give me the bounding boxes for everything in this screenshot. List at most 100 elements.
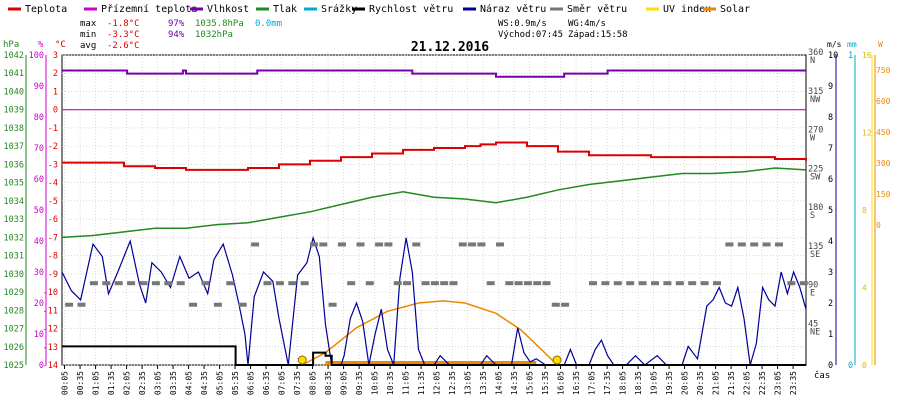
x-axis-ticks: 00:05 00:35 01:05 01:35 02:05 02:35 03:05 03:35…: [61, 365, 830, 395]
wind-dir-mark-25: [356, 242, 365, 247]
hpa-tick-3: 1039: [4, 106, 24, 116]
solar-tick-8: 300: [876, 159, 891, 168]
x-tick-label-22: 11:05: [402, 371, 411, 395]
temp-tick-1: 2: [53, 69, 58, 79]
wind-dir-mark-57: [700, 281, 709, 286]
dir-label-0: N: [810, 56, 815, 66]
pct-tick-10: 0: [39, 361, 44, 371]
x-tick-label-25: 12:35: [448, 371, 457, 395]
wind-dir-mark-21: [319, 242, 328, 247]
dir-tick-4: 180: [808, 203, 823, 213]
temp-tick-14: -11: [43, 306, 58, 316]
wind-dir-mark-0: [65, 302, 74, 307]
uv-tick-4: 0: [862, 361, 867, 370]
stat-min-hum: 94%: [168, 30, 185, 40]
wind-dir-mark-24: [347, 281, 356, 286]
ms-tick-3: 7: [828, 144, 833, 154]
mm-axis-title: mm: [847, 40, 857, 49]
wind-dir-mark-52: [638, 281, 647, 286]
sun-marker-0: [297, 355, 307, 365]
hpa-tick-8: 1034: [4, 197, 24, 207]
hpa-tick-16: 1026: [4, 343, 24, 353]
wind-dir-mark-6: [139, 281, 148, 286]
wind-dir-mark-12: [213, 302, 222, 307]
x-tick-label-46: 23:05: [774, 371, 783, 395]
wind-dir-mark-36: [458, 242, 467, 247]
x-tick-label-17: 08:35: [324, 371, 333, 395]
wind-dir-mark-45: [542, 281, 551, 286]
wind-dir-mark-31: [412, 242, 421, 247]
wind-dir-mark-11: [201, 281, 210, 286]
wind-dir-mark-37: [468, 242, 477, 247]
solar-tick-9: 150: [876, 190, 891, 199]
ms-tick-2: 8: [828, 113, 833, 123]
ms-tick-4: 6: [828, 175, 833, 185]
x-tick-label-10: 05:05: [216, 371, 225, 395]
wind-info: WS:0.9m/s WG:4m/s Východ:07:45 Západ:15:58: [498, 19, 628, 40]
pct-tick-6: 40: [34, 237, 44, 247]
dir-label-1: NW: [810, 95, 821, 105]
dir-tick-1: 315: [808, 87, 823, 97]
temp-tick-8: -5: [48, 197, 58, 207]
x-tick-label-42: 21:05: [712, 371, 721, 395]
dir-label-2: W: [810, 134, 816, 144]
dir-label-7: NE: [810, 327, 820, 337]
x-tick-label-1: 00:35: [76, 371, 85, 395]
x-tick-label-13: 06:35: [262, 371, 271, 395]
wind-dir-mark-49: [601, 281, 610, 286]
series: [61, 69, 808, 366]
ms-tick-1: 9: [828, 82, 833, 92]
wind-dir-mark-5: [127, 281, 136, 286]
x-tick-label-7: 03:35: [169, 371, 178, 395]
uv-tick-3: 4: [862, 284, 867, 293]
dir-tick-2: 270: [808, 126, 823, 136]
wind-dir-mark-10: [189, 302, 198, 307]
stat-min-temp: -3.3°C: [107, 30, 140, 40]
hpa-tick-5: 1037: [4, 142, 24, 152]
x-tick-label-43: 21:35: [727, 371, 736, 395]
x-tick-label-3: 01:35: [107, 371, 116, 395]
x-tick-label-24: 12:05: [433, 371, 442, 395]
hpa-tick-0: 1042: [4, 51, 24, 61]
x-tick-label-33: 16:35: [572, 371, 581, 395]
temp-tick-10: -7: [48, 233, 58, 243]
hpa-tick-11: 1031: [4, 252, 24, 262]
x-tick-label-16: 08:05: [309, 371, 318, 395]
temp-tick-3: 0: [53, 106, 58, 116]
hpa-tick-4: 1038: [4, 124, 24, 134]
wind-dir-mark-2: [89, 281, 98, 286]
wind-dir-mark-62: [762, 242, 771, 247]
x-tick-label-0: 00:05: [61, 371, 70, 395]
wind-dir-mark-47: [561, 302, 570, 307]
temp-tick-12: -9: [48, 270, 58, 280]
solar-tick-6: 600: [876, 97, 891, 106]
x-tick-label-23: 11:35: [417, 371, 426, 395]
stat-min-label: min: [80, 30, 96, 40]
hpa-tick-17: 1025: [4, 361, 24, 371]
temp-tick-13: -10: [43, 288, 58, 298]
ms-tick-5: 5: [828, 206, 833, 216]
wind-dir-mark-20: [310, 242, 318, 247]
ms-tick-0: 10: [828, 51, 838, 61]
humidity-line: [62, 69, 806, 78]
pressure-line: [61, 167, 807, 239]
temp-tick-5: -2: [48, 142, 58, 152]
wind-dir-mark-33: [430, 281, 439, 286]
stat-max-rain: 0.0mm: [255, 19, 282, 29]
wind-dir-mark-64: [787, 281, 796, 286]
wind-dir-mark-13: [226, 281, 235, 286]
solar-tick-10: 0: [876, 221, 881, 230]
mm-tick-0: 1: [848, 51, 853, 61]
wind-dir-mark-39: [486, 281, 495, 286]
wind-dir-mark-16: [263, 281, 272, 286]
x-tick-label-40: 20:05: [681, 371, 690, 395]
wind-dir-mark-30: [403, 281, 411, 286]
wind-dir-mark-22: [328, 302, 337, 307]
x-tick-label-47: 23:35: [789, 371, 798, 395]
hpa-axis-title: hPa: [3, 40, 19, 50]
x-tick-label-9: 04:35: [200, 371, 209, 395]
wind-dir-mark-1: [77, 302, 86, 307]
legend-label-1: Přízemní teplota: [101, 3, 197, 15]
hpa-tick-2: 1040: [4, 87, 24, 97]
